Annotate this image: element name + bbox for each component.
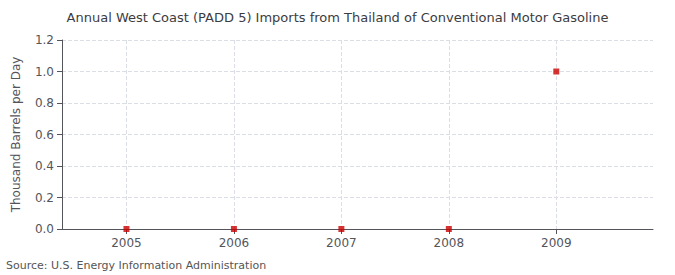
svg-text:2009: 2009 xyxy=(541,236,572,250)
svg-text:2006: 2006 xyxy=(219,236,250,250)
svg-text:0.6: 0.6 xyxy=(35,128,54,142)
svg-text:0.8: 0.8 xyxy=(35,96,54,110)
svg-text:2005: 2005 xyxy=(111,236,142,250)
svg-text:0.4: 0.4 xyxy=(35,159,54,173)
svg-text:2007: 2007 xyxy=(326,236,357,250)
svg-text:0.0: 0.0 xyxy=(35,222,54,236)
svg-text:1.0: 1.0 xyxy=(35,65,54,79)
svg-text:0.2: 0.2 xyxy=(35,191,54,205)
svg-text:Source: U.S. Energy Informatio: Source: U.S. Energy Information Administ… xyxy=(6,259,266,272)
svg-text:1.2: 1.2 xyxy=(35,33,54,47)
svg-text:Annual West Coast (PADD 5) Imp: Annual West Coast (PADD 5) Imports from … xyxy=(67,10,609,25)
svg-text:2008: 2008 xyxy=(434,236,465,250)
svg-text:Thousand Barrels per Day: Thousand Barrels per Day xyxy=(9,57,23,214)
